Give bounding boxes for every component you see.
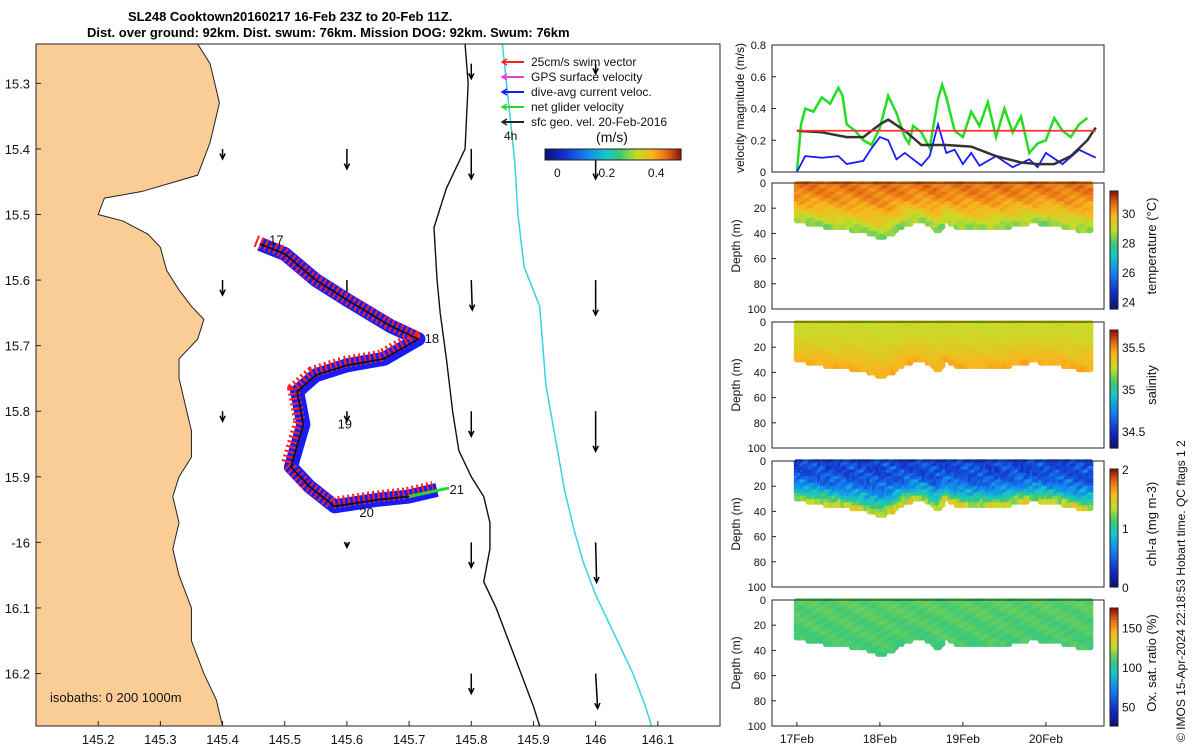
- map-ytick-label-9: 16.2: [5, 667, 30, 682]
- section-cbar-label-chl: chl-a (mg m-3): [1144, 482, 1159, 567]
- sec-ytick-label-chl-1: 20: [754, 481, 766, 493]
- map-colorbar-tick-0: 0: [554, 166, 561, 180]
- vel-ytick-label-4: 0.8: [751, 40, 766, 52]
- section-cbar-tick-sal-2: 35.5: [1122, 341, 1146, 355]
- day-label-17: 17: [269, 233, 283, 248]
- section-panel-temp: 0 20 40 60 80 100 Depth (m) 24 26 28 30 temperature…: [729, 178, 1159, 316]
- section-panels: 020406080100Depth (m)24262830 temperature…: [729, 178, 1159, 733]
- sec-ytick-label-sal-2: 40: [754, 367, 766, 379]
- map-colorbar-tick-1: 0.2: [598, 166, 615, 180]
- sec-ytick-label-sal-1: 20: [754, 342, 766, 354]
- map-xtick-label-1: 145.3: [144, 732, 177, 747]
- isobath-200m: [434, 44, 540, 726]
- sec-ytick-label-sal-4: 80: [754, 418, 766, 430]
- sec-ytick-label-temp-0: 0: [760, 178, 766, 190]
- map-ytick-label-7: -16: [11, 535, 30, 550]
- map-ytick-label-8: 16.1: [5, 601, 30, 616]
- section-ylabel-temp: Depth (m): [729, 219, 743, 272]
- section-cbar-tick-sal-0: 34.5: [1122, 425, 1146, 439]
- sec-ytick-label-temp-2: 40: [754, 228, 766, 240]
- legend-label-0: 25cm/s swim vector: [531, 55, 636, 69]
- section-cbar-tick-temp-0: 24: [1122, 296, 1136, 310]
- day-label-18: 18: [425, 331, 439, 346]
- legend-extra: 4h: [504, 129, 517, 143]
- land-mass: [36, 44, 223, 726]
- section-panel-oxy: 020406080100Depth (m)50100150 Ox. sat. ra…: [729, 595, 1159, 733]
- vel-ytick-label-1: 0.2: [751, 135, 766, 147]
- legend-label-2: dive-avg current veloc.: [531, 85, 652, 99]
- section-cbar-tick-chl-0: 0: [1122, 581, 1129, 595]
- legend-label-4: sfc geo. vel. 20-Feb-2016: [531, 115, 667, 129]
- section-cbar-tick-chl-1: 1: [1122, 522, 1129, 536]
- day-label-19: 19: [338, 416, 352, 431]
- current-vector-8: [471, 280, 472, 310]
- section-ylabel-chl: Depth (m): [729, 497, 743, 550]
- section-sample: [1087, 227, 1093, 233]
- map-xtick-label-4: 145.6: [331, 732, 364, 747]
- section-cbar-tick-sal-1: 35: [1122, 383, 1136, 397]
- section-cbar-label-sal: salinity: [1144, 365, 1159, 405]
- section-sample: [939, 363, 945, 369]
- map-xtick-label-8: 146: [585, 732, 607, 747]
- section-panel-chl: 0 20 40 60 80 100 Depth (m) 0 1 2 chl-a (mg m-3): [729, 456, 1159, 595]
- sec-ytick-label-temp-1: 20: [754, 203, 766, 215]
- sec-ytick-label-sal-5: 100: [748, 443, 766, 455]
- map-xtick-label-6: 145.8: [455, 732, 488, 747]
- map-ytick-label-0: 15.3: [5, 76, 30, 91]
- sec-ytick-label-sal-3: 60: [754, 393, 766, 405]
- vel-ytick-label-3: 0.6: [751, 72, 766, 84]
- section-cbar-tick-chl-2: 2: [1122, 463, 1129, 477]
- legend-label-1: GPS surface velocity: [531, 70, 642, 84]
- legend-label-3: net glider velocity: [531, 100, 624, 114]
- map-colorbar-title: (m/s): [596, 129, 628, 145]
- sec-ytick-label-chl-2: 40: [754, 506, 766, 518]
- velocity-ylabel: velocity magnitude (m/s): [733, 43, 747, 173]
- sec-ytick-label-chl-3: 60: [754, 532, 766, 544]
- section-cbar-label-temp: temperature (°C): [1144, 198, 1159, 295]
- sec-ytick-label-temp-4: 80: [754, 279, 766, 291]
- isobath-1000m: [502, 44, 651, 726]
- section-panel-sal: 0 20 40 60 80 100 Depth (m) 34.5 35 35.5 salinity: [729, 317, 1159, 455]
- day-label-20: 20: [359, 505, 373, 520]
- sec-ytick-label-temp-3: 60: [754, 254, 766, 266]
- section-sample: [939, 224, 945, 230]
- map-ytick-label-3: 15.6: [5, 273, 30, 288]
- section-cbar-tick-temp-2: 28: [1122, 237, 1136, 251]
- figure: 1718192021145.2 145.3 145.4 145.5 145.6 145.7…: [0, 0, 1200, 750]
- map-xtick-label-2: 145.4: [206, 732, 239, 747]
- section-sample: [1087, 505, 1093, 511]
- day-label-21: 21: [450, 482, 464, 497]
- map-ytick-label-2: 15.5: [5, 208, 30, 223]
- section-sample: [1087, 366, 1093, 372]
- map-ytick-label-6: 15.9: [5, 470, 30, 485]
- velocity-panel: 00.20.40.60.8velocity magnitude (m/s): [733, 40, 1104, 179]
- map-xtick-label-7: 145.9: [517, 732, 550, 747]
- section-cbar-tick-temp-3: 30: [1122, 207, 1136, 221]
- sec-ytick-label-temp-5: 100: [748, 304, 766, 316]
- velocity-frame: [772, 45, 1104, 172]
- current-vector-18: [596, 674, 598, 709]
- section-sample: [939, 502, 945, 508]
- map-panel: 17 18 19 20 21 145.2 145.3 145.4 145.5 145.6 145.7…: [5, 44, 720, 747]
- vel-ytick-label-2: 0.4: [751, 104, 766, 116]
- sec-ytick-label-chl-5: 100: [748, 582, 766, 594]
- sec-ytick-label-chl-0: 0: [760, 456, 766, 468]
- map-ytick-label-1: 15.4: [5, 142, 30, 157]
- isobath-label: isobaths: 0 200 1000m: [50, 690, 182, 705]
- map-xtick-label-9: 146.1: [642, 732, 675, 747]
- map-xtick-label-5: 145.7: [393, 732, 426, 747]
- map-colorbar-tick-2: 0.4: [648, 166, 665, 180]
- section-ylabel-sal: Depth (m): [729, 358, 743, 411]
- map-ytick-label-5: 15.8: [5, 404, 30, 419]
- map-xtick-label-0: 145.2: [82, 732, 115, 747]
- map-ytick-label-4: 15.7: [5, 339, 30, 354]
- sec-ytick-label-chl-4: 80: [754, 557, 766, 569]
- section-cbar-tick-temp-1: 26: [1122, 266, 1136, 280]
- current-vector-16: [596, 542, 597, 582]
- map-clip-group: 17 18 19 20 21: [36, 44, 652, 726]
- map-xtick-label-3: 145.5: [268, 732, 301, 747]
- sec-ytick-label-sal-0: 0: [760, 317, 766, 329]
